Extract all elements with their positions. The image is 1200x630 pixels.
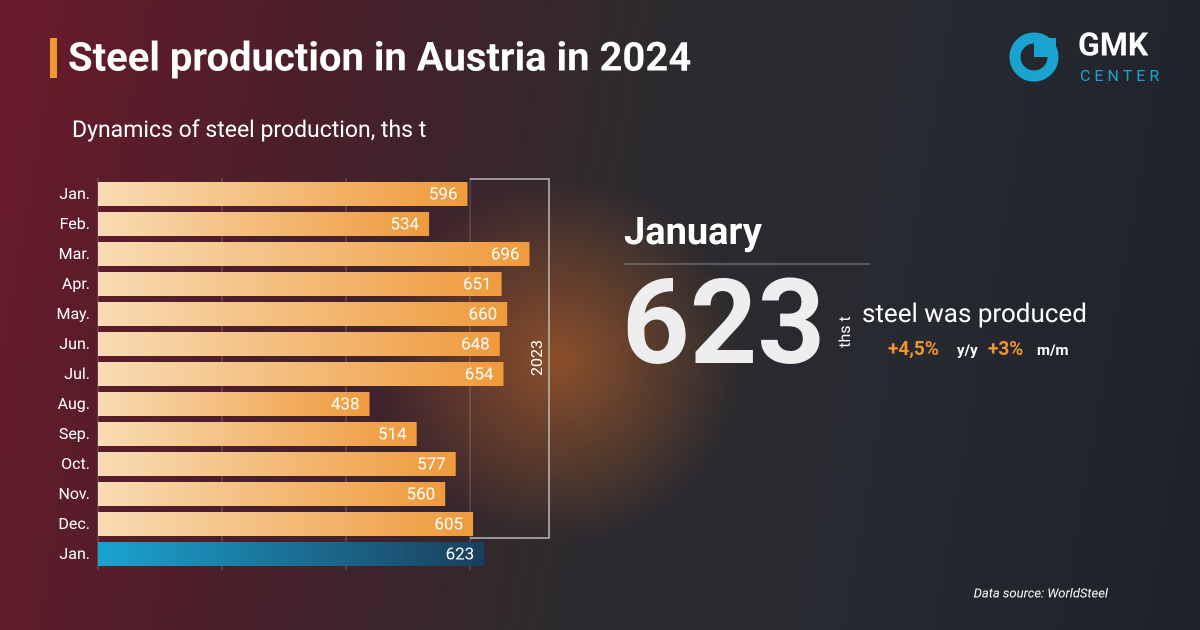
bar [98,212,430,236]
y-tick-label: Dec. [58,514,90,533]
value-label: 560 [407,484,436,504]
y-tick-label: Sep. [59,424,90,443]
y-tick-label: Jan. [59,184,90,203]
title: Steel production in Austria in 2024 [68,34,691,81]
value-label: 696 [491,244,520,264]
bar [98,362,504,386]
y-tick-label: Oct. [61,454,90,473]
source: Data source: WorldSteel [974,586,1109,601]
bar [98,422,417,446]
highlight-value: 623 [622,254,825,392]
bar [98,512,474,536]
yy-value: +4,5% [888,337,939,360]
value-label: 534 [390,214,419,234]
logo-sub: CENTER [1080,66,1163,85]
value-label: 577 [417,454,446,474]
title-accent [50,38,57,78]
y-tick-label: Apr. [62,274,90,293]
bar [98,542,485,566]
logo-icon [1034,38,1056,57]
y-tick-label: May. [56,304,90,323]
value-label: 623 [446,544,475,564]
value-label: 648 [461,334,490,354]
bar [98,392,370,416]
value-label: 514 [378,424,407,444]
y-tick-label: Feb. [60,214,90,233]
mm-label: m/m [1037,341,1069,359]
y-tick-label: Nov. [58,484,90,503]
value-label: 438 [331,394,360,414]
y-tick-label: Jun. [59,334,90,353]
value-label: 605 [434,514,463,534]
bar [98,482,446,506]
highlight-text: steel was produced [862,299,1087,329]
bar [98,332,500,356]
mm-value: +3% [988,337,1023,360]
bar [98,302,508,326]
y-tick-label: Jul. [64,364,90,383]
year-bracket [470,178,550,539]
highlight-month: January [624,210,763,254]
value-label: 651 [463,274,492,294]
y-tick-label: Jan. [59,544,90,563]
value-label: 596 [429,184,458,204]
bar [98,272,502,296]
yy-label: y/y [957,341,978,359]
bar [98,452,456,476]
highlight-unit: ths t [835,316,854,348]
subtitle: Dynamics of steel production, ths t [72,116,426,143]
logo: GMK [1078,25,1149,63]
value-label: 660 [469,304,498,324]
y-tick-label: Mar. [59,244,90,263]
bracket-label: 2023 [527,340,546,376]
bar [98,242,530,266]
y-tick-label: Aug. [58,394,90,413]
bar [98,182,468,206]
value-label: 654 [465,364,494,384]
